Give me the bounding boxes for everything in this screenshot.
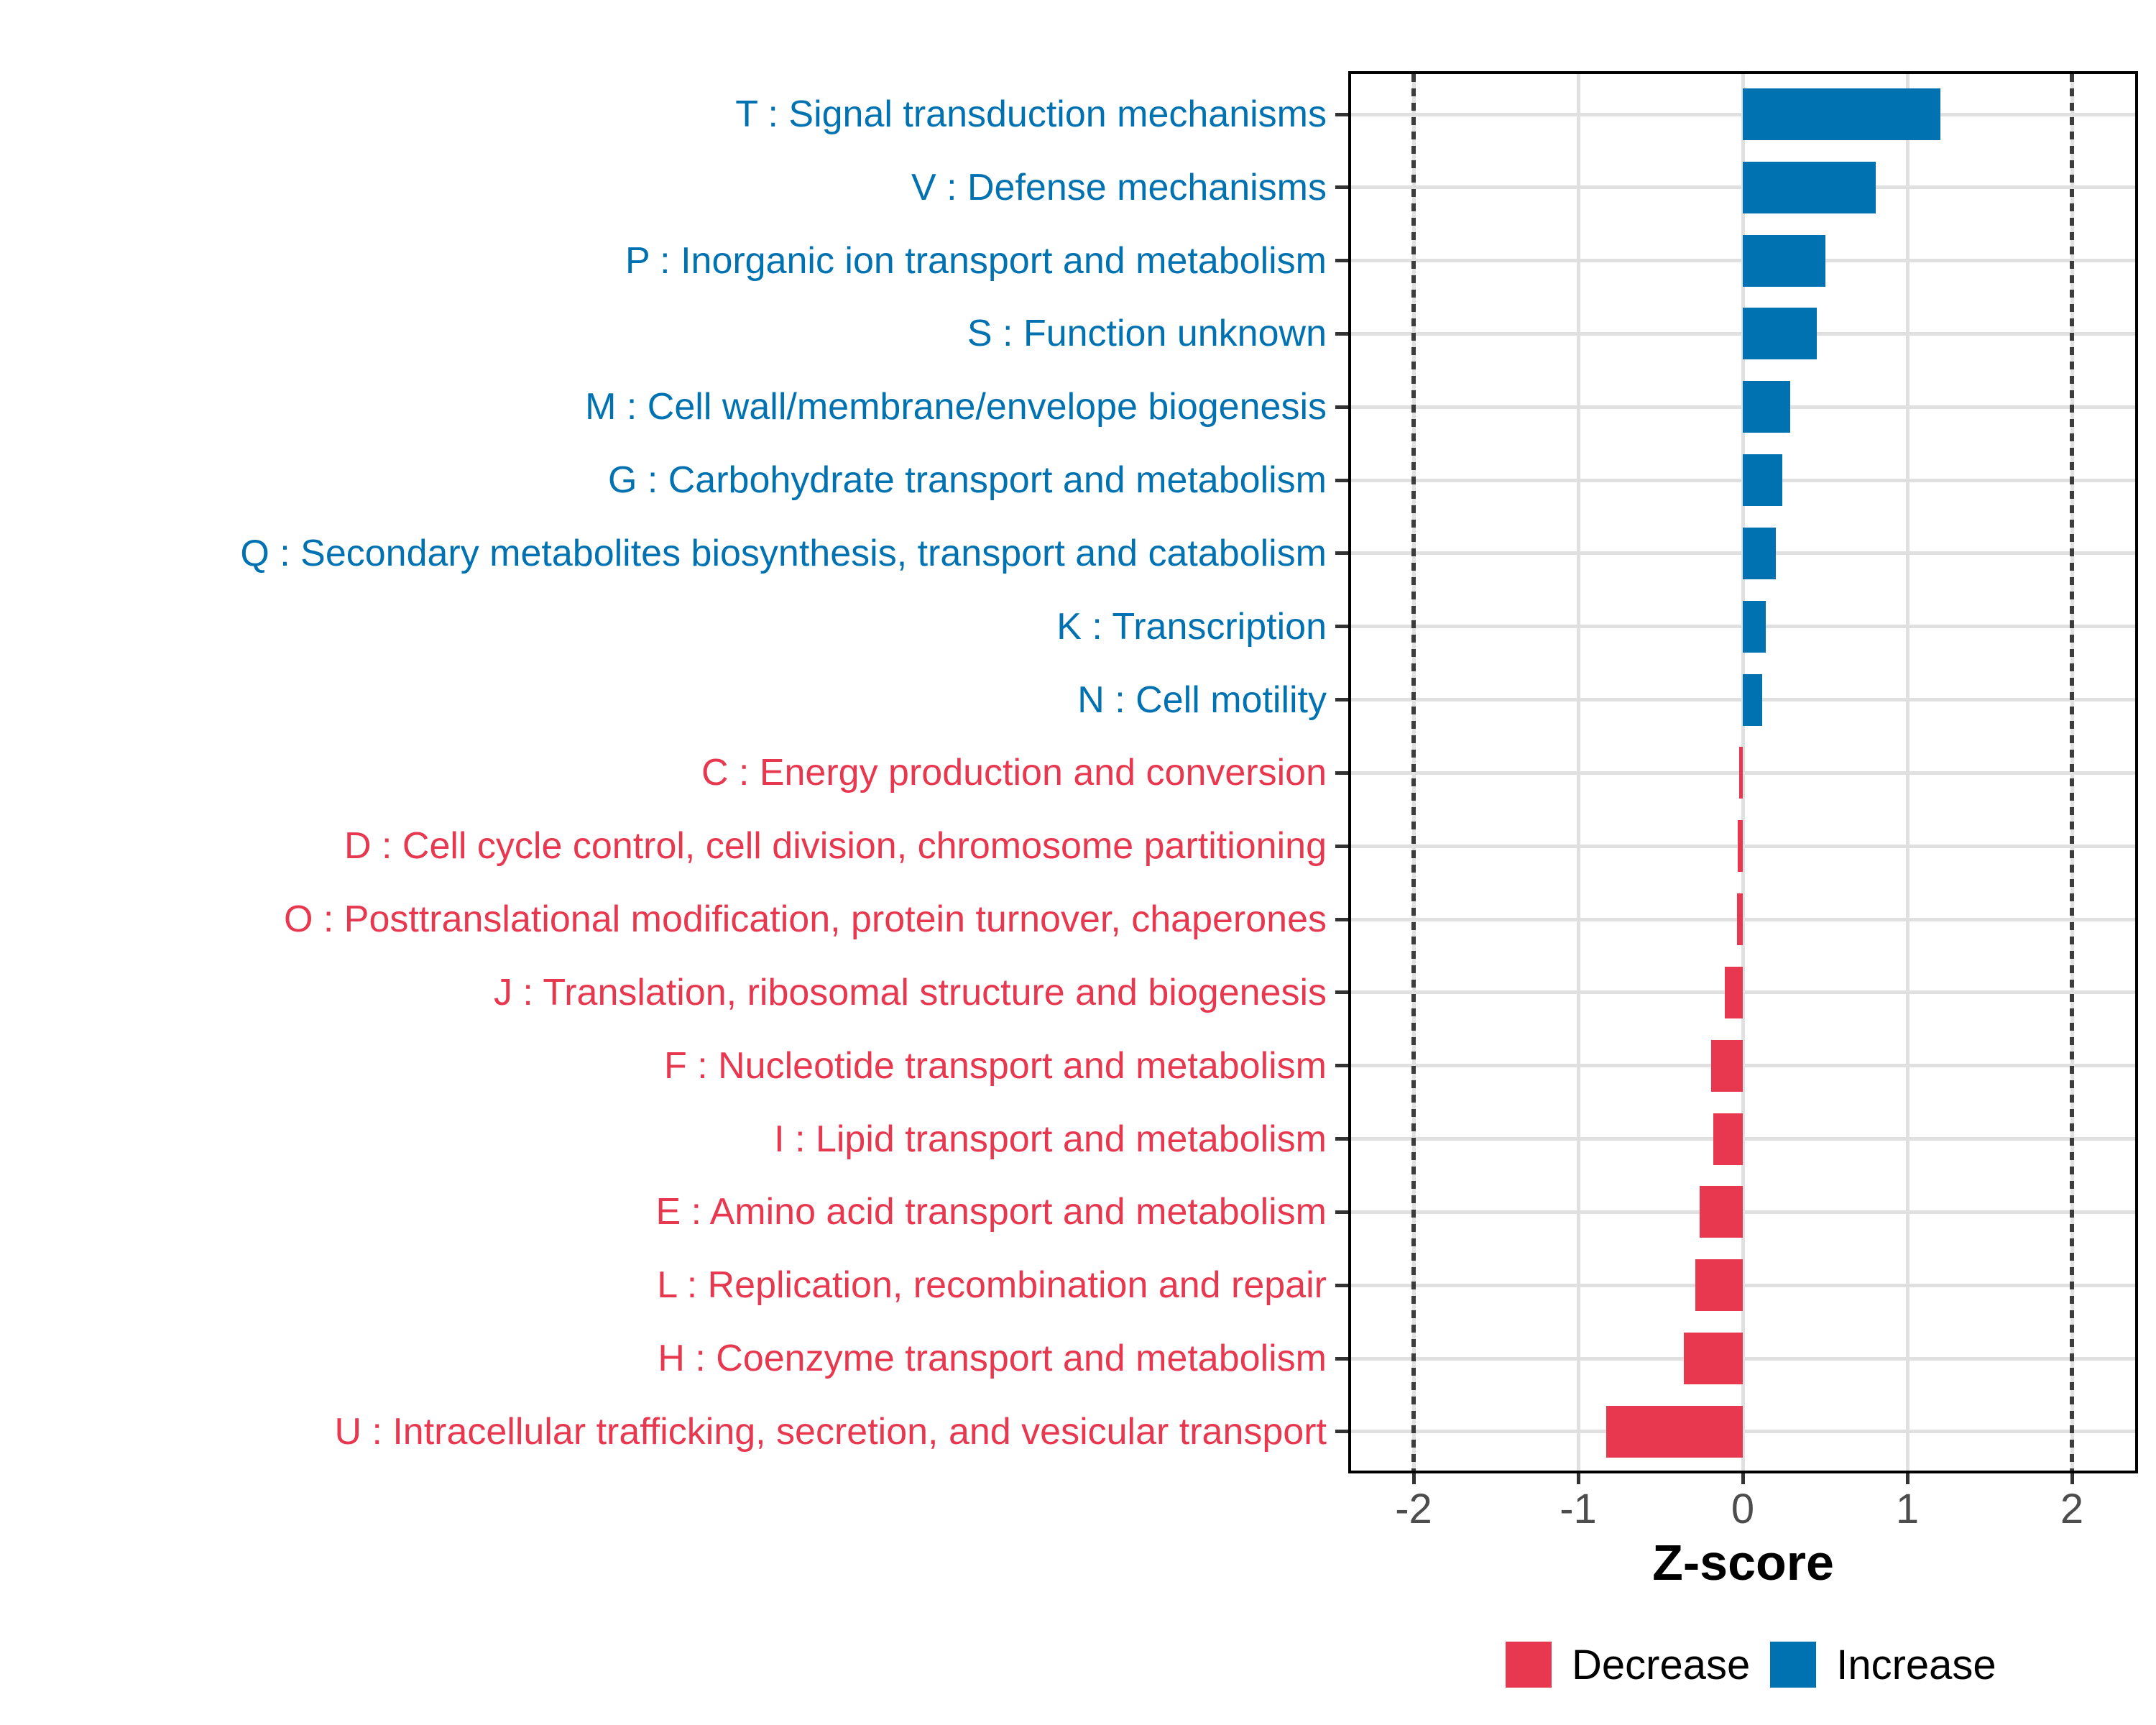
y-label: U : Intracellular trafficking, secretion… xyxy=(334,1410,1327,1453)
y-label: C : Energy production and conversion xyxy=(701,752,1327,794)
bar-C xyxy=(1739,747,1743,799)
bar-F xyxy=(1711,1039,1743,1092)
bar-M xyxy=(1743,381,1791,433)
y-label: L : Replication, recombination and repai… xyxy=(657,1264,1327,1307)
bar-E xyxy=(1700,1186,1743,1238)
bar-Q xyxy=(1743,527,1776,579)
y-label: E : Amino acid transport and metabolism xyxy=(655,1191,1327,1233)
bar-D xyxy=(1738,820,1743,873)
y-label: O : Posttranslational modification, prot… xyxy=(283,898,1327,941)
bar-O xyxy=(1736,893,1743,946)
y-label: F : Nucleotide transport and metabolism xyxy=(664,1044,1327,1087)
y-label: V : Defense mechanisms xyxy=(911,166,1327,208)
legend-swatch-decrease xyxy=(1506,1642,1552,1688)
bar-G xyxy=(1743,454,1782,507)
y-tick-mark xyxy=(1335,770,1348,775)
y-label: T : Signal transduction mechanisms xyxy=(735,93,1327,135)
bar-K xyxy=(1743,600,1766,653)
y-tick-mark xyxy=(1335,259,1348,263)
y-label: G : Carbohydrate transport and metabolis… xyxy=(607,459,1327,502)
y-tick-mark xyxy=(1335,1137,1348,1141)
x-tick-mark xyxy=(2070,1473,2074,1484)
y-label: S : Function unknown xyxy=(967,313,1327,355)
x-tick-mark xyxy=(1905,1473,1909,1484)
bar-P xyxy=(1743,234,1825,287)
x-tick-mark xyxy=(1741,1473,1745,1484)
gridline-vertical xyxy=(1576,74,1580,1471)
y-label: P : Inorganic ion transport and metaboli… xyxy=(625,239,1327,282)
y-label: J : Translation, ribosomal structure and… xyxy=(493,971,1327,1013)
legend-swatch-increase xyxy=(1770,1642,1817,1688)
bar-H xyxy=(1683,1333,1743,1385)
y-tick-mark xyxy=(1335,698,1348,702)
bar-V xyxy=(1743,161,1876,213)
y-label: M : Cell wall/membrane/envelope biogenes… xyxy=(585,386,1327,428)
legend-label-decrease: Decrease xyxy=(1572,1641,1751,1688)
x-tick-label: -2 xyxy=(1395,1486,1432,1532)
bar-T xyxy=(1743,88,1940,140)
y-tick-mark xyxy=(1335,990,1348,995)
y-tick-mark xyxy=(1335,112,1348,116)
y-tick-mark xyxy=(1335,185,1348,190)
legend: Decrease Increase xyxy=(1506,1641,1996,1688)
y-tick-mark xyxy=(1335,1283,1348,1287)
legend-label-increase: Increase xyxy=(1836,1641,1996,1688)
plot-panel xyxy=(1348,71,2138,1473)
y-tick-mark xyxy=(1335,625,1348,629)
x-axis-title: Z-score xyxy=(1652,1535,1834,1591)
y-tick-mark xyxy=(1335,1356,1348,1361)
y-tick-mark xyxy=(1335,478,1348,482)
y-tick-mark xyxy=(1335,917,1348,921)
y-label: H : Coenzyme transport and metabolism xyxy=(658,1338,1327,1380)
x-tick-label: -1 xyxy=(1560,1486,1597,1532)
reference-line xyxy=(2070,74,2074,1471)
y-label: I : Lipid transport and metabolism xyxy=(774,1118,1327,1160)
bar-S xyxy=(1743,308,1818,360)
y-tick-mark xyxy=(1335,1430,1348,1434)
gridline-vertical xyxy=(1741,74,1745,1471)
y-tick-mark xyxy=(1335,844,1348,848)
y-tick-mark xyxy=(1335,551,1348,556)
y-tick-mark xyxy=(1335,1210,1348,1214)
x-tick-label: 2 xyxy=(2060,1486,2084,1532)
bar-L xyxy=(1695,1259,1743,1312)
y-tick-mark xyxy=(1335,331,1348,336)
y-label: K : Transcription xyxy=(1056,605,1327,648)
bar-U xyxy=(1606,1405,1743,1458)
bar-J xyxy=(1724,966,1743,1018)
x-tick-label: 1 xyxy=(1895,1486,1920,1532)
y-tick-mark xyxy=(1335,405,1348,409)
bar-I xyxy=(1713,1113,1743,1165)
x-tick-mark xyxy=(1576,1473,1580,1484)
y-label: N : Cell motility xyxy=(1077,678,1327,721)
y-label: D : Cell cycle control, cell division, c… xyxy=(344,825,1327,868)
x-tick-mark xyxy=(1411,1473,1416,1484)
bar-N xyxy=(1743,673,1763,726)
reference-line xyxy=(1411,74,1416,1471)
gridline-vertical xyxy=(1905,74,1909,1471)
y-label: Q : Secondary metabolites biosynthesis, … xyxy=(240,532,1327,574)
x-tick-label: 0 xyxy=(1731,1486,1755,1532)
y-tick-mark xyxy=(1335,1064,1348,1068)
